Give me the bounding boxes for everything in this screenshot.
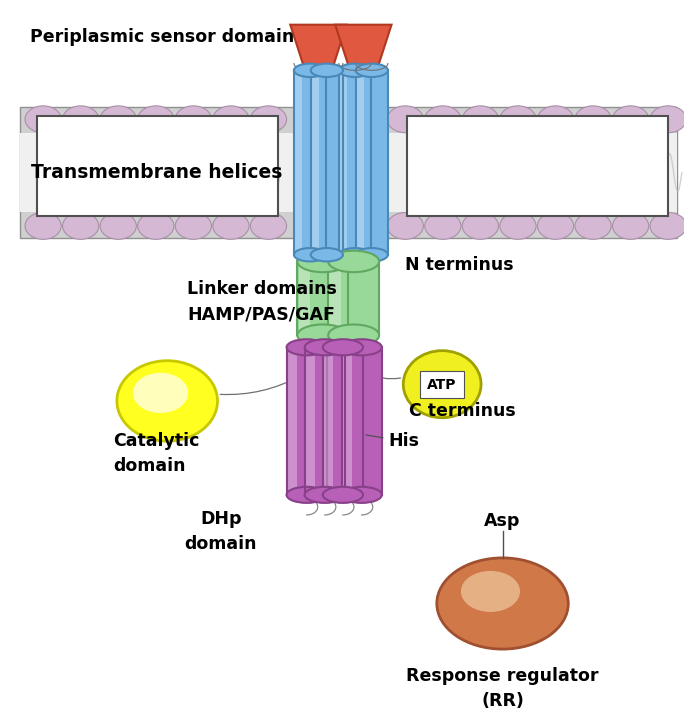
Polygon shape <box>290 25 347 70</box>
FancyBboxPatch shape <box>37 116 278 216</box>
Ellipse shape <box>100 106 136 133</box>
Bar <box>323 347 363 495</box>
Bar <box>311 70 343 255</box>
FancyBboxPatch shape <box>408 116 668 216</box>
Ellipse shape <box>437 558 569 649</box>
Ellipse shape <box>311 248 343 261</box>
Bar <box>299 261 310 335</box>
Ellipse shape <box>650 212 685 239</box>
Ellipse shape <box>213 212 249 239</box>
Ellipse shape <box>250 106 286 133</box>
Ellipse shape <box>138 106 174 133</box>
Ellipse shape <box>650 106 685 133</box>
Ellipse shape <box>133 373 188 413</box>
Ellipse shape <box>425 212 461 239</box>
Ellipse shape <box>213 106 249 133</box>
Ellipse shape <box>538 106 573 133</box>
Ellipse shape <box>294 248 326 261</box>
Text: Response regulator
(RR): Response regulator (RR) <box>406 667 599 709</box>
Ellipse shape <box>25 106 61 133</box>
Bar <box>312 70 319 255</box>
Bar <box>328 261 379 335</box>
Ellipse shape <box>500 106 536 133</box>
Bar <box>20 107 677 238</box>
Bar <box>356 70 388 255</box>
Ellipse shape <box>138 212 174 239</box>
Text: His: His <box>366 432 419 450</box>
Ellipse shape <box>328 324 379 346</box>
Text: Periplasmic sensor domain: Periplasmic sensor domain <box>29 28 294 45</box>
Ellipse shape <box>62 106 99 133</box>
Ellipse shape <box>356 248 388 261</box>
Ellipse shape <box>462 106 499 133</box>
Ellipse shape <box>286 339 327 355</box>
Ellipse shape <box>175 212 212 239</box>
Ellipse shape <box>575 106 611 133</box>
Ellipse shape <box>311 64 343 77</box>
Text: DHp
domain: DHp domain <box>184 510 257 553</box>
Ellipse shape <box>387 212 423 239</box>
Text: C terminus: C terminus <box>409 402 515 420</box>
Ellipse shape <box>403 351 481 417</box>
Bar <box>329 261 341 335</box>
Ellipse shape <box>339 64 371 77</box>
Ellipse shape <box>323 339 363 355</box>
Text: Catalytic
domain: Catalytic domain <box>114 432 200 475</box>
Ellipse shape <box>342 339 382 355</box>
Ellipse shape <box>62 212 99 239</box>
Text: N terminus: N terminus <box>406 256 514 274</box>
Ellipse shape <box>305 339 345 355</box>
Bar <box>356 70 364 255</box>
Ellipse shape <box>500 212 536 239</box>
Bar <box>305 347 345 495</box>
Ellipse shape <box>175 106 212 133</box>
Bar <box>294 70 326 255</box>
Polygon shape <box>335 25 392 70</box>
Ellipse shape <box>387 106 423 133</box>
Ellipse shape <box>612 106 649 133</box>
Bar <box>324 347 333 495</box>
Ellipse shape <box>25 212 61 239</box>
Ellipse shape <box>612 212 649 239</box>
Text: Transmembrane helices: Transmembrane helices <box>32 163 283 182</box>
Text: Asp: Asp <box>484 512 521 530</box>
Ellipse shape <box>575 212 611 239</box>
Bar <box>342 347 382 495</box>
Ellipse shape <box>328 251 379 272</box>
Bar <box>340 70 347 255</box>
Bar <box>286 347 327 495</box>
Ellipse shape <box>425 106 461 133</box>
Ellipse shape <box>286 487 327 503</box>
Ellipse shape <box>100 212 136 239</box>
Text: Linker domains
HAMP/PAS/GAF: Linker domains HAMP/PAS/GAF <box>187 280 337 323</box>
Ellipse shape <box>297 251 348 272</box>
Text: ATP: ATP <box>427 378 457 392</box>
Ellipse shape <box>538 212 573 239</box>
Bar <box>288 347 297 495</box>
Ellipse shape <box>323 487 363 503</box>
FancyBboxPatch shape <box>420 371 464 398</box>
Ellipse shape <box>342 487 382 503</box>
Bar <box>295 70 302 255</box>
Bar <box>20 133 677 212</box>
Ellipse shape <box>117 361 218 441</box>
Ellipse shape <box>297 324 348 346</box>
Bar <box>339 70 371 255</box>
Ellipse shape <box>294 64 326 77</box>
Bar <box>342 347 351 495</box>
Bar <box>306 347 314 495</box>
Ellipse shape <box>305 487 345 503</box>
Bar <box>297 261 348 335</box>
Ellipse shape <box>339 248 371 261</box>
Ellipse shape <box>462 212 499 239</box>
Ellipse shape <box>250 212 286 239</box>
Ellipse shape <box>356 64 388 77</box>
Ellipse shape <box>461 571 520 612</box>
